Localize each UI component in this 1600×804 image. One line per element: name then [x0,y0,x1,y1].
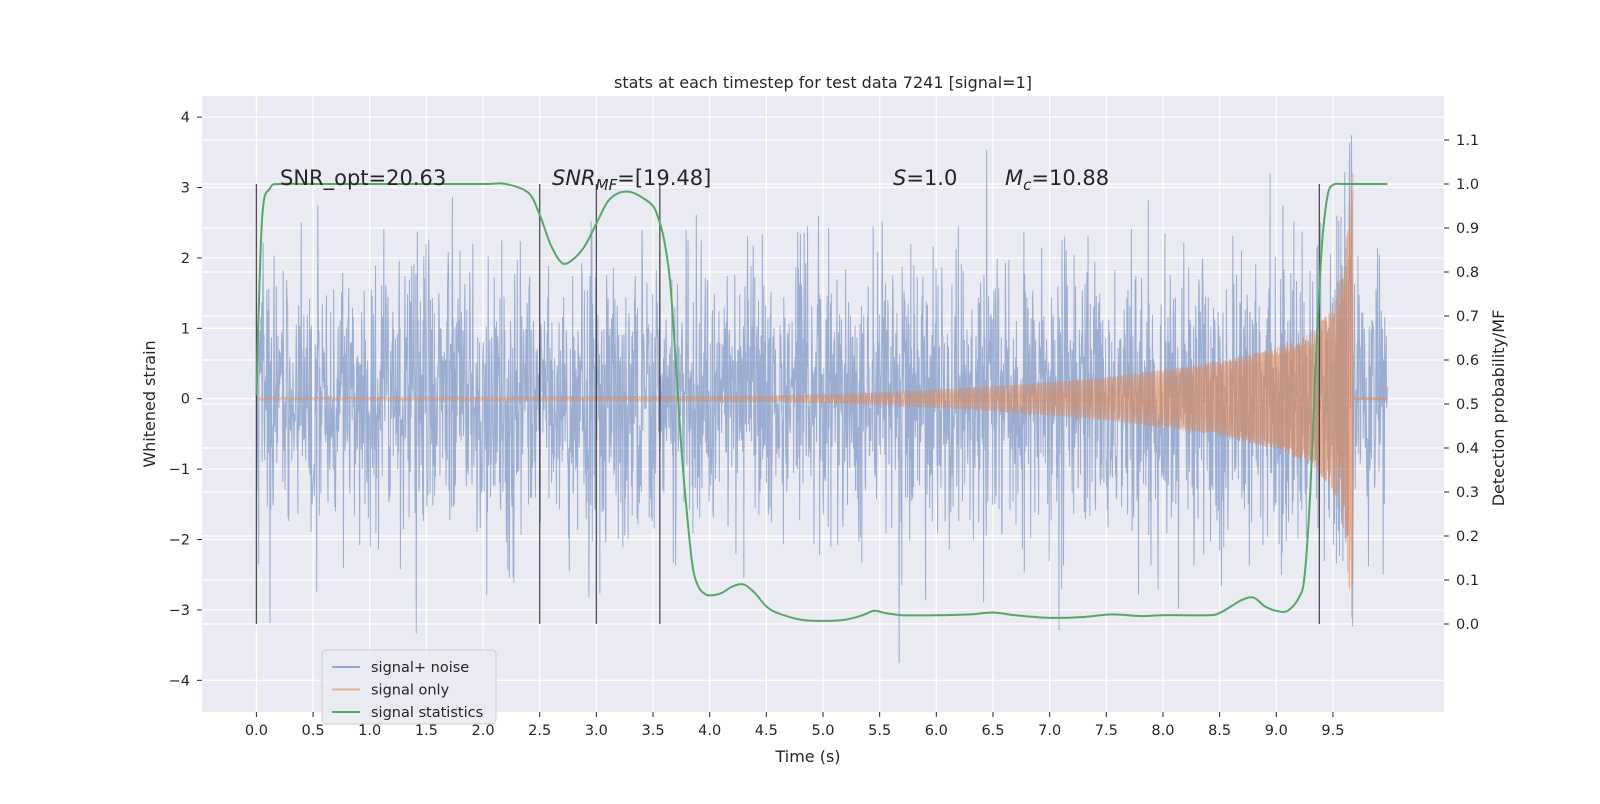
y-right-tick-label: 0.1 [1456,573,1479,589]
y-right-tick-label: 0.2 [1456,529,1479,545]
y-right-tick-label: 1.0 [1456,177,1479,193]
annotation-3: S=1.0 [893,166,957,190]
x-tick-label: 0.0 [245,723,268,739]
y-left-tick-label: −3 [169,603,190,619]
series-signal-only [255,173,1388,618]
y-right-tick-label: 0.4 [1456,441,1479,457]
x-tick-label: 9.0 [1265,723,1288,739]
x-tick-label: 5.5 [868,723,891,739]
x-tick-label: 9.5 [1321,723,1344,739]
y-right-tick-label: 0.5 [1456,397,1479,413]
y-left-tick-label: −2 [169,533,190,549]
x-tick-label: 5.0 [811,723,834,739]
x-tick-label: 7.0 [1038,723,1061,739]
annotation-part: c [1023,176,1032,194]
annotation-4: Mc=10.88 [1005,166,1109,194]
y-right-tick-label: 0.0 [1456,617,1479,633]
annotation-part: =[19.48] [617,166,711,190]
y-right-axis-ticks: 1.1 1.0 0.9 0.8 0.7 0.6 0.5 0.4 0.3 0.2 0.1 0.0 [1444,133,1479,633]
annotation-part: SNR_opt=20.63 [280,166,446,191]
vertical-markers [255,184,1320,624]
y-left-axis-label: Whitened strain [140,340,159,467]
statistics-trace [255,182,1388,622]
x-tick-label: 4.5 [755,723,778,739]
x-tick-label: 8.5 [1208,723,1231,739]
series-signal-plus-noise [255,135,1388,664]
y-right-tick-label: 0.6 [1456,353,1479,369]
y-right-tick-label: 0.7 [1456,309,1479,325]
x-tick-label: 4.0 [698,723,721,739]
y-left-tick-label: 0 [181,392,190,408]
y-left-tick-label: −4 [169,673,190,689]
annotation-part: M [1005,166,1023,190]
y-left-tick-label: 2 [181,251,190,267]
x-axis-label: Time (s) [774,747,840,766]
annotation-part: =10.88 [1031,166,1109,190]
series-signal-statistics [255,182,1388,622]
annotation-part: MF [596,176,618,194]
x-tick-label: 2.5 [528,723,551,739]
x-tick-label: 0.5 [302,723,325,739]
x-tick-label: 2.0 [472,723,495,739]
y-left-axis-ticks: 4 3 2 1 0 −1 −2 −3 −4 [169,110,202,689]
y-right-tick-label: 0.8 [1456,265,1479,281]
legend-label: signal statistics [371,705,483,721]
y-right-tick-label: 0.3 [1456,485,1479,501]
y-right-tick-label: 0.9 [1456,221,1479,237]
legend-box [321,649,497,725]
annotation-part: SNR [552,166,596,190]
y-right-axis-label: Detection probability/MF [1489,310,1508,507]
x-tick-label: 8.0 [1151,723,1174,739]
annotation-part: =1.0 [906,166,957,190]
y-left-tick-label: 1 [181,321,190,337]
annotation-2: SNRMF=[19.48] [552,166,711,194]
x-tick-label: 3.0 [585,723,608,739]
chart-title: stats at each timestep for test data 724… [614,73,1032,92]
annotation-part: S [893,166,906,190]
annotations: SNR_opt=20.63 SNRMF=[19.48] S=1.0 Mc=10.88 [280,166,1109,194]
x-tick-label: 3.5 [641,723,664,739]
y-left-tick-label: 4 [181,110,190,126]
y-left-tick-label: −1 [169,462,190,478]
x-tick-label: 7.5 [1095,723,1118,739]
legend-label: signal+ noise [371,660,469,676]
annotation-1: SNR_opt=20.63 [280,166,446,191]
legend: signal+ noise signal only signal statistic… [321,649,497,725]
legend-label: signal only [371,683,450,699]
noise-trace [255,135,1388,664]
x-tick-label: 6.0 [925,723,948,739]
x-tick-label: 1.5 [415,723,438,739]
y-left-tick-label: 3 [181,181,190,197]
y-right-tick-label: 1.1 [1456,133,1479,149]
x-axis-ticks: 0.0 0.5 1.0 1.5 2.0 2.5 3.0 3.5 4.0 4.5 5.0 5.5 6.0 6… [245,712,1344,739]
signal-trace [255,173,1388,618]
x-tick-label: 6.5 [981,723,1004,739]
x-tick-label: 1.0 [358,723,381,739]
